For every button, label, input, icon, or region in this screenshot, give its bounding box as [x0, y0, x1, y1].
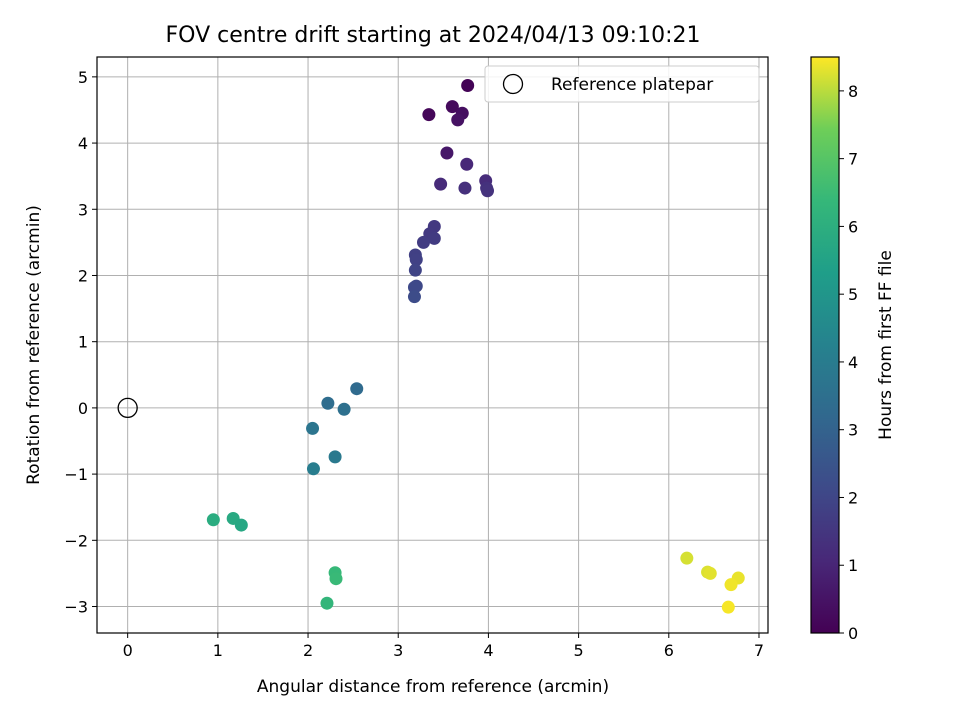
x-tick-label: 6: [664, 641, 674, 660]
colorbar-label: Hours from first FF file: [876, 250, 896, 440]
colorbar-tick-label: 4: [848, 353, 858, 372]
x-axis-label: Angular distance from reference (arcmin): [257, 677, 609, 697]
y-tick-label: 4: [78, 134, 88, 153]
data-points: [117, 78, 745, 614]
colorbar-gradient: [811, 57, 839, 633]
y-tick-label: 3: [78, 200, 88, 219]
x-tick-label: 0: [123, 641, 133, 660]
data-point: [337, 402, 351, 416]
reference-platepar-marker: [117, 397, 138, 419]
x-tick-label: 5: [574, 641, 584, 660]
legend-marker-open-circle: [502, 73, 524, 95]
colorbar-tick-label: 8: [848, 82, 858, 101]
colorbar-tick-label: 2: [848, 488, 858, 507]
y-tick-label: 0: [78, 399, 88, 418]
data-point: [461, 78, 475, 92]
colorbar-tick-label: 3: [848, 421, 858, 440]
data-point: [445, 100, 459, 114]
legend: Reference platepar: [484, 65, 760, 103]
legend-box: [484, 65, 760, 103]
x-tick-label: 1: [213, 641, 223, 660]
data-point: [306, 421, 320, 435]
data-point: [408, 263, 422, 277]
data-point: [416, 235, 430, 249]
data-point: [458, 181, 472, 195]
data-point: [451, 113, 465, 127]
x-tick-label: 2: [303, 641, 313, 660]
data-point: [328, 450, 342, 464]
data-point: [320, 596, 334, 610]
data-point: [409, 253, 423, 267]
y-axis-label: Rotation from reference (arcmin): [24, 205, 44, 485]
data-point: [440, 146, 454, 160]
y-tick-label: −2: [64, 531, 88, 550]
data-point: [427, 231, 441, 245]
x-tick-label: 4: [483, 641, 493, 660]
y-tick-label: −3: [64, 598, 88, 617]
x-tick-label: 3: [393, 641, 403, 660]
data-point: [234, 518, 248, 532]
colorbar-ticks: 0 1 2 3 4 5 6 7 8: [839, 82, 858, 643]
chart-title: FOV centre drift starting at 2024/04/13 …: [166, 23, 701, 48]
axis-ticks: 0 1 2 3 4 5 6 7 −3 −2 −1 0 1 2 3 4 5: [64, 68, 764, 660]
colorbar-tick-label: 6: [848, 217, 858, 236]
plot-area-frame: [96, 56, 769, 634]
colorbar-tick-label: 1: [848, 556, 858, 575]
data-point: [306, 462, 320, 476]
data-point: [721, 600, 735, 614]
y-tick-label: 1: [78, 333, 88, 352]
data-point: [407, 290, 421, 304]
data-point: [422, 108, 436, 122]
data-point: [703, 566, 717, 580]
colorbar-tick-label: 5: [848, 285, 858, 304]
data-point: [206, 513, 220, 527]
data-point: [460, 157, 474, 171]
x-tick-label: 7: [754, 641, 764, 660]
data-point: [350, 382, 364, 396]
data-point: [724, 578, 738, 592]
colorbar: 0 1 2 3 4 5 6 7 8 Hours from first FF file: [810, 56, 896, 643]
y-tick-label: −1: [64, 465, 88, 484]
data-point: [481, 184, 495, 198]
y-tick-label: 5: [78, 68, 88, 87]
colorbar-tick-label: 7: [848, 150, 858, 169]
y-tick-label: 2: [78, 266, 88, 285]
data-point: [321, 396, 335, 410]
data-point: [407, 280, 421, 294]
data-point: [680, 551, 694, 565]
data-point: [329, 572, 343, 586]
data-point: [434, 177, 448, 191]
grid: [97, 57, 768, 633]
legend-label: Reference platepar: [551, 75, 713, 95]
colorbar-tick-label: 0: [848, 624, 858, 643]
colorbar-frame: [810, 56, 840, 634]
